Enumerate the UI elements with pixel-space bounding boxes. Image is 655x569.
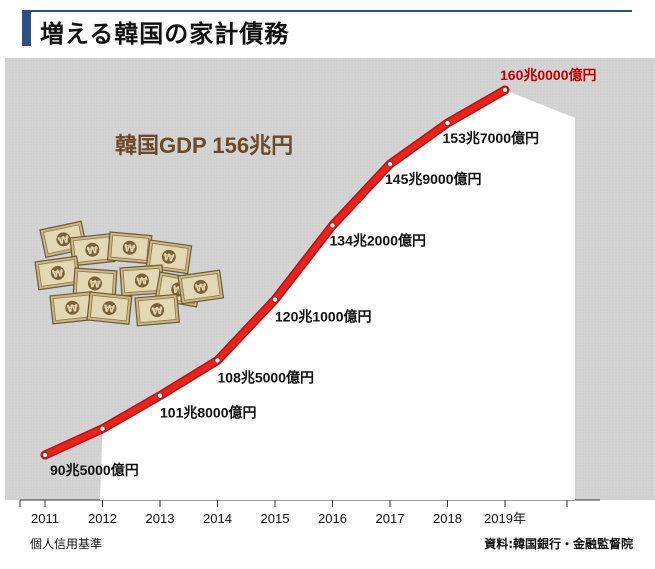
gdp-annotation: 韓国GDP 156兆円	[115, 133, 293, 158]
x-tick-label: 2011	[31, 511, 59, 526]
svg-text:₩: ₩	[136, 276, 148, 288]
data-point	[156, 392, 163, 399]
data-label: 90兆5000億円	[50, 462, 139, 478]
svg-text:₩: ₩	[103, 304, 115, 316]
source-note: 資料:韓国銀行・金融監督院	[484, 537, 633, 551]
data-label: 153兆7000億円	[443, 130, 540, 146]
plot-white-area	[100, 90, 575, 500]
money-bundle: ₩	[34, 255, 82, 291]
money-bundle: ₩	[119, 264, 165, 297]
money-bundle: ₩	[177, 269, 225, 305]
x-tick-label: 2018	[433, 511, 462, 526]
title-accent-bar	[22, 10, 31, 46]
money-bundle: ₩	[86, 291, 133, 325]
svg-text:₩: ₩	[195, 282, 207, 294]
money-bundle: ₩	[72, 267, 118, 300]
svg-text:₩: ₩	[124, 243, 136, 255]
x-tick-label: 2012	[88, 511, 117, 526]
data-point	[99, 425, 106, 432]
svg-text:₩: ₩	[86, 245, 98, 257]
data-point	[271, 296, 278, 303]
x-tick-label: 2015	[261, 511, 290, 526]
x-tick-label: 2016	[318, 511, 347, 526]
title-rule	[31, 10, 632, 12]
svg-text:₩: ₩	[151, 306, 163, 318]
x-tick-label: 2017	[376, 511, 405, 526]
money-bundle: ₩	[134, 293, 180, 327]
data-label: 108兆5000億円	[218, 369, 315, 385]
data-label: 160兆0000億円	[500, 67, 597, 83]
title-bar: 増える韓国の家計債務	[10, 8, 632, 48]
x-tick-label: 2013	[146, 511, 175, 526]
data-point	[329, 222, 336, 229]
x-tick-label: 2019年	[484, 511, 526, 526]
page-title: 増える韓国の家計債務	[40, 19, 290, 48]
svg-text:₩: ₩	[57, 234, 70, 247]
data-label: 145兆9000億円	[385, 171, 482, 187]
data-label: 120兆1000億円	[275, 309, 372, 325]
data-label: 134兆2000億円	[330, 232, 427, 248]
data-point	[444, 120, 451, 127]
data-point	[42, 451, 49, 458]
money-bundle: ₩	[69, 232, 116, 267]
x-tick-label: 2014	[203, 511, 232, 526]
data-label: 101兆8000億円	[160, 405, 257, 421]
data-point	[214, 357, 221, 364]
svg-text:₩: ₩	[89, 279, 101, 291]
svg-text:₩: ₩	[52, 268, 64, 280]
svg-text:₩: ₩	[162, 252, 174, 264]
data-point	[386, 161, 393, 168]
money-bundle: ₩	[106, 231, 153, 265]
svg-text:₩: ₩	[66, 303, 78, 315]
money-bundle: ₩	[49, 290, 96, 325]
basis-note: 個人信用基準	[30, 537, 103, 551]
data-point	[501, 87, 508, 94]
money-bundles-icon: ₩₩ ₩₩₩₩ ₩₩₩ ₩ ₩₩	[34, 220, 225, 327]
